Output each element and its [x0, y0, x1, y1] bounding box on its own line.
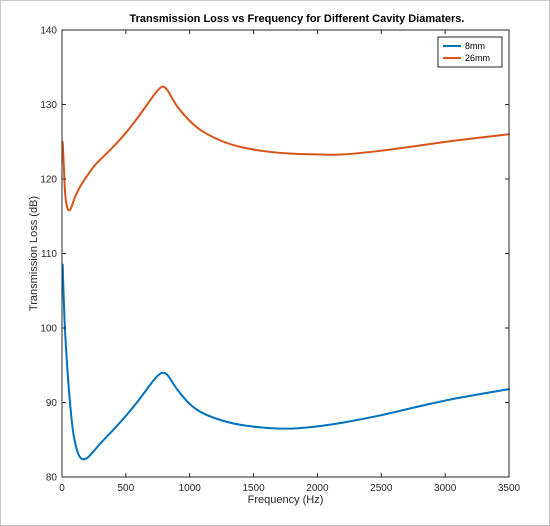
y-tick-label: 100	[40, 324, 57, 335]
axes-layer: 0 500 1000 1500 2000 2500 3000 3500 80 90 100 110 12…	[40, 26, 520, 495]
y-axis-label: Transmission Loss (dB)	[28, 196, 40, 311]
x-tick-label: 3000	[434, 483, 457, 494]
series-line-26mm	[61, 85, 510, 212]
x-axis-label: Frequency (Hz)	[248, 494, 324, 506]
y-tick-label: 140	[40, 26, 57, 37]
legend-label-8mm: 8mm	[465, 41, 485, 51]
x-tick-label: 500	[118, 483, 135, 494]
legend-box	[437, 36, 503, 68]
y-tick-label: 120	[40, 175, 57, 186]
plot-area	[62, 30, 509, 477]
y-tick-label: 90	[46, 398, 58, 409]
x-tick-label: 2500	[370, 483, 393, 494]
y-tick-label: 80	[46, 473, 58, 484]
legend: 8mm 26mm	[437, 36, 503, 68]
series-line-8mm	[61, 263, 510, 461]
legend-label-26mm: 26mm	[465, 53, 490, 63]
x-tick-label: 0	[59, 483, 65, 494]
x-tick-label: 2000	[306, 483, 329, 494]
x-tick-label: 3500	[498, 483, 521, 494]
x-tick-label: 1000	[179, 483, 202, 494]
y-tick-label: 130	[40, 100, 57, 111]
y-tick-label: 110	[41, 249, 57, 260]
chart-title: Transmission Loss vs Frequency for Diffe…	[129, 13, 464, 25]
x-tick-label: 1500	[242, 483, 265, 494]
series-layer	[61, 85, 510, 461]
